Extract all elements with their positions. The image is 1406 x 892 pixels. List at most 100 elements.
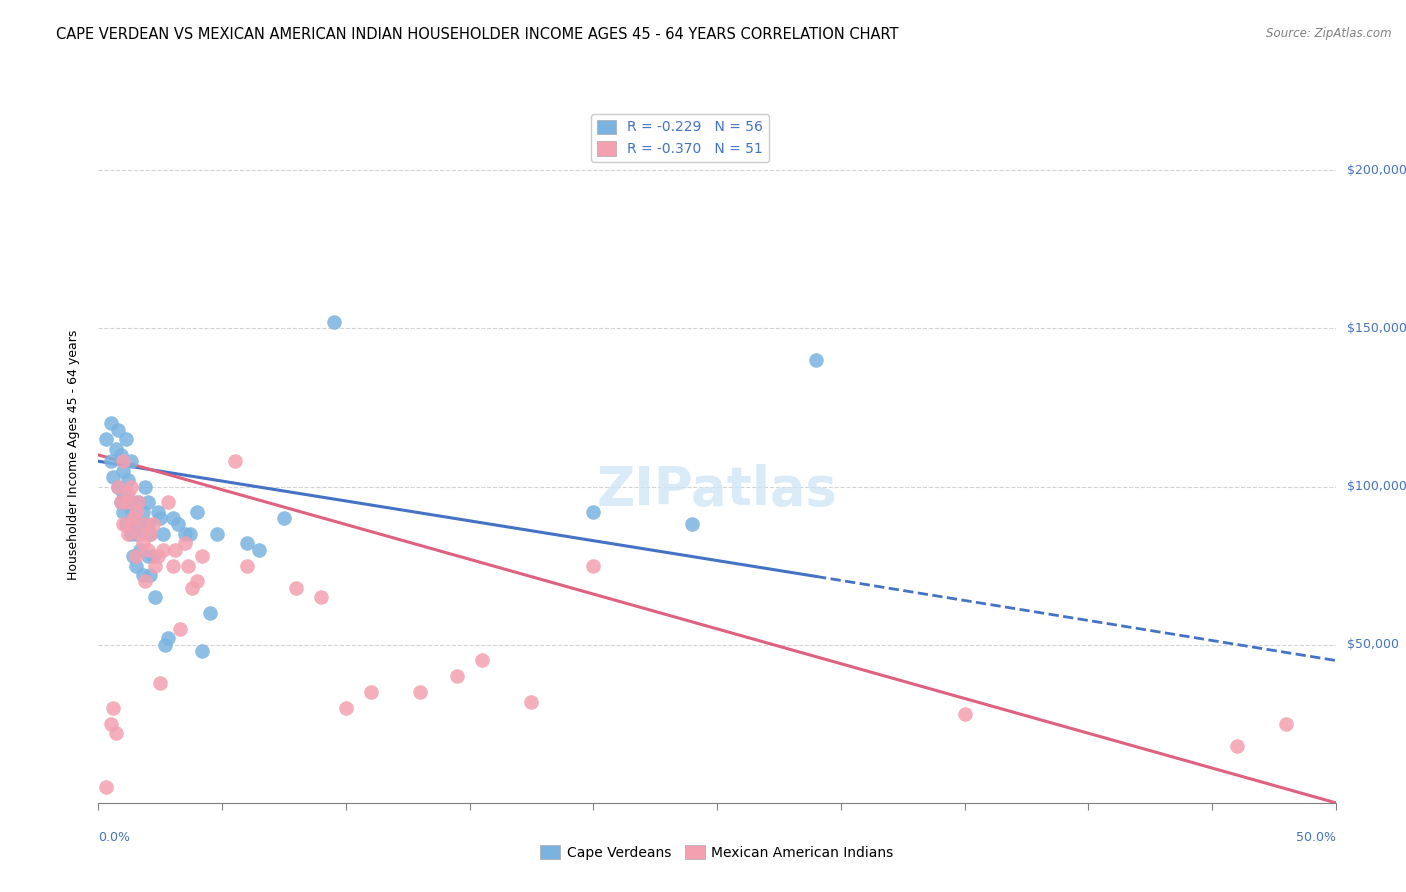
Point — [120, 527, 142, 541]
Point — [156, 495, 179, 509]
Point — [120, 454, 142, 468]
Point — [124, 505, 146, 519]
Point — [143, 558, 166, 573]
Point — [409, 685, 432, 699]
Point — [103, 470, 125, 484]
Point — [224, 454, 246, 468]
Point — [139, 527, 162, 541]
Text: $200,000: $200,000 — [1347, 164, 1406, 177]
Point — [198, 606, 221, 620]
Point — [146, 505, 169, 519]
Point — [681, 517, 703, 532]
Point — [136, 542, 159, 557]
Point — [114, 432, 136, 446]
Point — [236, 536, 259, 550]
Point — [146, 549, 169, 563]
Point — [156, 632, 179, 646]
Point — [120, 479, 142, 493]
Point — [117, 492, 139, 507]
Point — [122, 549, 145, 563]
Point — [134, 574, 156, 589]
Point — [132, 505, 155, 519]
Point — [520, 695, 543, 709]
Point — [110, 495, 132, 509]
Point — [139, 568, 162, 582]
Point — [117, 486, 139, 500]
Point — [124, 527, 146, 541]
Point — [107, 423, 129, 437]
Point — [582, 505, 605, 519]
Point — [179, 527, 201, 541]
Point — [104, 442, 127, 456]
Point — [132, 568, 155, 582]
Point — [205, 527, 228, 541]
Point — [94, 432, 117, 446]
Point — [112, 517, 135, 532]
Point — [236, 558, 259, 573]
Point — [1226, 739, 1249, 753]
Point — [127, 495, 149, 509]
Point — [273, 511, 295, 525]
Point — [129, 527, 152, 541]
Point — [162, 558, 184, 573]
Text: ZIPatlas: ZIPatlas — [596, 464, 838, 516]
Point — [107, 479, 129, 493]
Point — [191, 644, 214, 658]
Point — [155, 638, 177, 652]
Point — [127, 517, 149, 532]
Point — [582, 558, 605, 573]
Point — [149, 511, 172, 525]
Point — [136, 495, 159, 509]
Point — [285, 581, 308, 595]
Point — [360, 685, 382, 699]
Point — [100, 417, 122, 431]
Text: CAPE VERDEAN VS MEXICAN AMERICAN INDIAN HOUSEHOLDER INCOME AGES 45 - 64 YEARS CO: CAPE VERDEAN VS MEXICAN AMERICAN INDIAN … — [56, 27, 898, 42]
Point — [129, 542, 152, 557]
Point — [122, 511, 145, 525]
Point — [100, 716, 122, 731]
Point — [112, 505, 135, 519]
Point — [309, 591, 332, 605]
Point — [165, 542, 187, 557]
Point — [149, 675, 172, 690]
Point — [136, 549, 159, 563]
Point — [247, 542, 270, 557]
Point — [446, 669, 468, 683]
Point — [1275, 716, 1298, 731]
Point — [166, 517, 188, 532]
Point — [110, 448, 132, 462]
Text: $150,000: $150,000 — [1347, 322, 1406, 334]
Point — [120, 501, 142, 516]
Point — [162, 511, 184, 525]
Text: 0.0%: 0.0% — [98, 830, 131, 844]
Point — [804, 353, 827, 368]
Point — [122, 511, 145, 525]
Point — [110, 495, 132, 509]
Point — [186, 505, 208, 519]
Point — [114, 495, 136, 509]
Point — [139, 527, 162, 541]
Text: Source: ZipAtlas.com: Source: ZipAtlas.com — [1267, 27, 1392, 40]
Point — [322, 315, 344, 329]
Point — [174, 536, 197, 550]
Point — [134, 517, 156, 532]
Legend: Cape Verdeans, Mexican American Indians: Cape Verdeans, Mexican American Indians — [534, 839, 900, 865]
Point — [186, 574, 208, 589]
Point — [104, 726, 127, 740]
Point — [124, 549, 146, 563]
Point — [142, 549, 165, 563]
Point — [169, 622, 191, 636]
Point — [132, 536, 155, 550]
Point — [335, 701, 357, 715]
Point — [142, 517, 165, 532]
Point — [117, 473, 139, 487]
Point — [152, 542, 174, 557]
Point — [100, 454, 122, 468]
Text: $50,000: $50,000 — [1347, 638, 1399, 651]
Text: 50.0%: 50.0% — [1296, 830, 1336, 844]
Point — [127, 495, 149, 509]
Point — [143, 591, 166, 605]
Point — [112, 486, 135, 500]
Point — [181, 581, 204, 595]
Point — [114, 517, 136, 532]
